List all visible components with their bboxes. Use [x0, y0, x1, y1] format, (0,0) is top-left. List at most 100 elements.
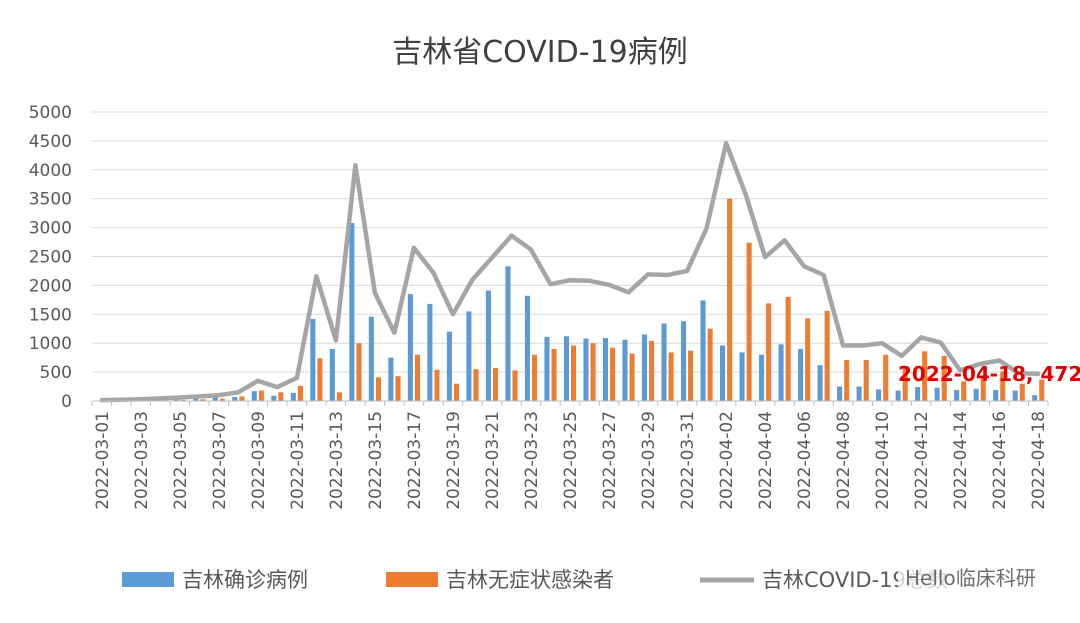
- bar-asymptomatic: [824, 310, 830, 401]
- watermark-text: Hello临床科研: [905, 566, 1036, 590]
- bar-asymptomatic: [219, 398, 225, 401]
- bar-asymptomatic: [746, 242, 752, 401]
- bar-confirmed: [368, 316, 374, 401]
- bar-asymptomatic: [805, 318, 811, 401]
- bar-confirmed: [622, 339, 628, 401]
- bar-confirmed: [739, 352, 745, 401]
- gridlines: [92, 111, 1048, 402]
- bar-asymptomatic: [297, 385, 303, 401]
- bar-asymptomatic: [414, 354, 420, 401]
- x-tick-label: 2022-03-13: [327, 411, 347, 510]
- bar-asymptomatic: [551, 348, 557, 401]
- bar-asymptomatic: [239, 396, 245, 401]
- y-tick-label: 1000: [29, 334, 72, 354]
- x-tick-label: 2022-03-15: [366, 411, 386, 510]
- bar-confirmed: [759, 354, 765, 401]
- bar-confirmed: [973, 388, 979, 401]
- bar-confirmed: [388, 357, 394, 401]
- bar-asymptomatic: [941, 355, 947, 401]
- x-tick-label: 2022-03-29: [639, 411, 659, 510]
- legend-swatch: [122, 572, 174, 587]
- bar-asymptomatic: [375, 377, 381, 401]
- bar-confirmed: [563, 336, 569, 401]
- bar-asymptomatic: [649, 340, 655, 401]
- bar-confirmed: [895, 390, 901, 401]
- bar-confirmed: [232, 396, 238, 401]
- bar-asymptomatic: [473, 369, 479, 401]
- bar-asymptomatic: [200, 399, 206, 401]
- bar-confirmed: [856, 386, 862, 401]
- bar-asymptomatic: [883, 354, 889, 401]
- legend-label: 吉林确诊病例: [182, 568, 308, 592]
- x-tick-label: 2022-03-09: [249, 411, 269, 510]
- legend-label: 吉林无症状感染者: [446, 568, 614, 592]
- bar-asymptomatic: [688, 350, 694, 401]
- x-tick-label: 2022-03-17: [405, 411, 425, 510]
- x-tick-label: 2022-03-25: [561, 411, 581, 510]
- bar-confirmed: [602, 337, 609, 401]
- bar-confirmed: [505, 266, 511, 401]
- bar-asymptomatic: [278, 392, 284, 401]
- x-tick-label: 2022-03-11: [288, 411, 308, 510]
- bar-confirmed: [993, 390, 999, 401]
- bar-confirmed: [349, 222, 355, 401]
- bar-asymptomatic: [766, 303, 772, 401]
- y-tick-label: 3000: [29, 219, 72, 239]
- x-tick-label: 2022-04-02: [717, 411, 737, 510]
- legend: 吉林确诊病例 吉林无症状感染者 吉林COVID-19总数: [122, 568, 948, 592]
- x-tick-label: 2022-03-31: [678, 411, 698, 510]
- bar-asymptomatic: [980, 376, 986, 401]
- y-tick-label: 2000: [29, 276, 72, 296]
- y-tick-label: 5000: [29, 103, 72, 123]
- bar-asymptomatic: [922, 351, 928, 401]
- bar-confirmed: [310, 318, 316, 401]
- bar-asymptomatic: [727, 198, 733, 401]
- bar-asymptomatic: [902, 366, 908, 401]
- bar-asymptomatic: [258, 390, 264, 401]
- y-tick-label: 4500: [29, 132, 72, 152]
- x-tick-label: 2022-03-23: [522, 411, 542, 510]
- x-tick-label: 2022-04-08: [834, 411, 854, 510]
- x-tick-label: 2022-03-21: [483, 411, 503, 510]
- data-label-last-point: 2022-04-18, 472: [898, 362, 1080, 386]
- bar-confirmed: [407, 294, 413, 401]
- x-tick-label: 2022-03-07: [210, 411, 230, 510]
- x-tick-label: 2022-03-01: [93, 411, 113, 510]
- chart-title: 吉林省COVID-19病例: [392, 35, 688, 70]
- y-tick-label: 3500: [29, 190, 72, 210]
- bar-confirmed: [271, 395, 277, 401]
- bar-confirmed: [817, 365, 823, 401]
- bar-confirmed: [915, 387, 921, 401]
- bar-confirmed: [720, 345, 726, 401]
- bar-confirmed: [251, 391, 257, 401]
- bar-confirmed: [778, 344, 784, 401]
- bar-asymptomatic: [610, 347, 616, 401]
- bar-confirmed: [1012, 390, 1018, 401]
- series-line-total: [99, 140, 1041, 403]
- bar-asymptomatic: [512, 370, 518, 401]
- x-tick-label: 2022-04-18: [1029, 411, 1049, 510]
- bar-asymptomatic: [844, 359, 850, 401]
- bar-confirmed: [876, 389, 882, 401]
- x-tick-label: 2022-04-04: [756, 411, 776, 510]
- bar-confirmed: [700, 300, 706, 401]
- bar-confirmed: [798, 348, 804, 401]
- bar-confirmed: [954, 390, 960, 401]
- bar-confirmed: [485, 290, 491, 401]
- bar-asymptomatic: [1039, 379, 1045, 401]
- bar-asymptomatic: [1019, 383, 1025, 401]
- legend-swatch: [386, 572, 438, 587]
- x-tick-label: 2022-03-19: [444, 411, 464, 510]
- bar-confirmed: [212, 397, 218, 401]
- bar-asymptomatic: [434, 369, 440, 401]
- x-tick-label: 2022-04-06: [795, 411, 815, 510]
- bar-asymptomatic: [707, 328, 713, 401]
- bar-asymptomatic: [571, 345, 577, 401]
- x-tick-label: 2022-04-16: [990, 411, 1010, 510]
- y-tick-label: 2500: [29, 248, 72, 268]
- bar-confirmed: [329, 348, 335, 401]
- x-axis: 2022-03-01 2022-03-03 2022-03-05 2022-03-07…: [91, 400, 1049, 510]
- bar-confirmed: [641, 334, 648, 401]
- bar-confirmed: [290, 392, 296, 401]
